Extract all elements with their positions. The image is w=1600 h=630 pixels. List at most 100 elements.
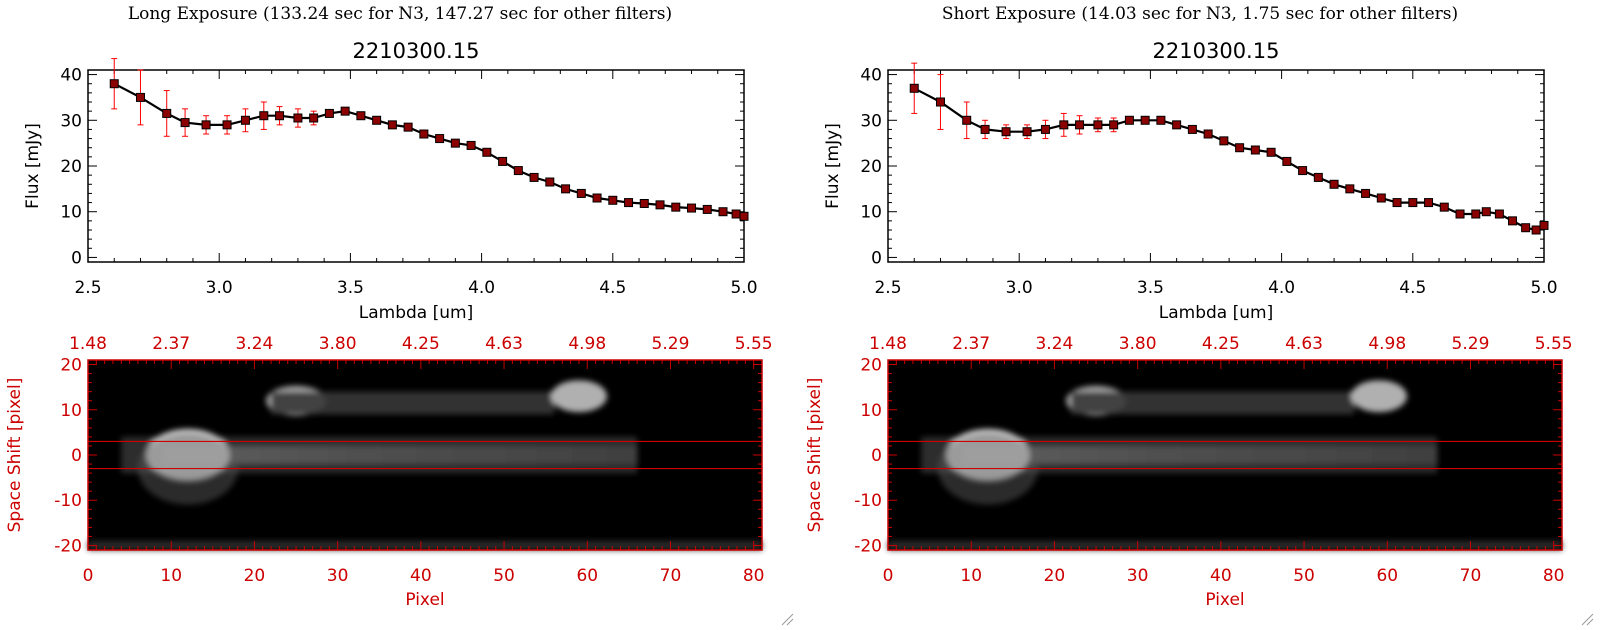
x-tick-label: 3.0: [206, 278, 233, 298]
wavelength-tick-label: 4.63: [1285, 334, 1323, 354]
data-point: [135, 92, 145, 102]
pixel-tick-label: 0: [883, 566, 894, 586]
plot-frame: [87, 69, 745, 263]
pixel-tick-label: 0: [83, 566, 94, 586]
shift-tick-label: 0: [71, 446, 82, 466]
pixel-tick-label: 50: [1293, 566, 1315, 586]
y-tick-label: 0: [871, 248, 882, 268]
wavelength-tick-label: 4.98: [568, 334, 606, 354]
data-point: [1424, 198, 1434, 208]
wavelength-tick-label: 4.63: [485, 334, 523, 354]
shift-tick-label: -10: [54, 491, 82, 511]
pixel-tick-label: 50: [493, 566, 515, 586]
bottom-edge-noise: [88, 540, 762, 550]
data-point: [1298, 166, 1308, 176]
data-point: [356, 111, 366, 121]
x-axis-label: Lambda [um]: [1159, 303, 1273, 323]
data-point: [576, 188, 586, 198]
y-tick-label: 0: [71, 248, 82, 268]
data-point: [1408, 198, 1418, 208]
y-axis-label: Flux [mJy]: [823, 123, 843, 209]
data-point: [1361, 188, 1371, 198]
x-tick-label: 4.0: [1268, 278, 1295, 298]
chart-title: 2210300.15: [353, 39, 480, 63]
x-tick-label: 4.5: [599, 278, 626, 298]
data-point: [482, 147, 492, 157]
pixel-tick-label: 20: [244, 566, 266, 586]
data-point: [909, 83, 919, 93]
data-point: [259, 111, 269, 121]
data-point: [980, 124, 990, 134]
wavelength-tick-label: 5.55: [735, 334, 773, 354]
pixel-tick-label: 80: [743, 566, 765, 586]
data-point: [608, 195, 618, 205]
data-point: [1508, 216, 1518, 226]
data-point: [592, 193, 602, 203]
pixel-tick-label: 30: [327, 566, 349, 586]
data-point: [162, 108, 172, 118]
shift-tick-label: -20: [54, 536, 82, 556]
y-tick-label: 10: [860, 203, 882, 223]
data-point: [1539, 220, 1549, 230]
x-axis-label: Lambda [um]: [359, 303, 473, 323]
data-point: [275, 111, 285, 121]
chart-svg: 2210300.15 2.5 3.0 3.5 4.0 4.5 5.0 0 10 20 30 40 Lam…: [805, 39, 1573, 610]
wavelength-tick-label: 1.48: [869, 334, 907, 354]
data-point: [1329, 179, 1339, 189]
data-point: [671, 202, 681, 212]
data-point: [240, 115, 250, 125]
wavelength-tick-label: 4.25: [402, 334, 440, 354]
pixel-tick-label: 30: [1127, 566, 1149, 586]
data-point: [435, 134, 445, 144]
pixel-tick-label: 40: [410, 566, 432, 586]
y-tick-label: 40: [860, 66, 882, 86]
resize-grip-icon[interactable]: [780, 612, 794, 626]
data-point: [1250, 145, 1260, 155]
wavelength-tick-label: 3.24: [235, 334, 273, 354]
wavelength-tick-label: 2.37: [152, 334, 190, 354]
data-point: [498, 156, 508, 166]
pixel-tick-label: 70: [660, 566, 682, 586]
wavelength-tick-label: 3.80: [1119, 334, 1157, 354]
upper-trace: [1071, 391, 1354, 415]
pixel-tick-label: 60: [576, 566, 598, 586]
exposure-title: Long Exposure (133.24 sec for N3, 147.27…: [127, 4, 673, 24]
data-point: [1313, 172, 1323, 182]
data-point: [1345, 184, 1355, 194]
wavelength-tick-label: 2.37: [952, 334, 990, 354]
x-tick-label: 4.5: [1399, 278, 1426, 298]
y-tick-label: 20: [60, 157, 82, 177]
data-point: [1093, 120, 1103, 130]
data-point: [739, 211, 749, 221]
shift-axis-label: Space Shift [pixel]: [805, 378, 825, 533]
resize-grip-icon[interactable]: [1580, 612, 1594, 626]
wavelength-tick-label: 4.25: [1202, 334, 1240, 354]
data-point: [1235, 143, 1245, 153]
data-point: [403, 122, 413, 132]
data-point: [529, 172, 539, 182]
data-point: [731, 209, 741, 219]
pixel-tick-label: 10: [960, 566, 982, 586]
data-point: [1219, 136, 1229, 146]
data-point: [1124, 115, 1134, 125]
source-blob-right: [1350, 380, 1407, 413]
x-tick-label: 5.0: [730, 278, 757, 298]
data-point: [935, 97, 945, 107]
panel-long-exposure: Long Exposure (133.24 sec for N3, 147.27…: [5, 4, 794, 626]
shift-tick-label: 10: [860, 401, 882, 421]
wavelength-tick-label: 4.98: [1368, 334, 1406, 354]
shift-tick-label: 20: [60, 356, 82, 376]
data-point: [466, 140, 476, 150]
wavelength-tick-label: 3.80: [319, 334, 357, 354]
data-point: [222, 120, 232, 130]
chart-svg: 2210300.15 2.5 3.0 3.5 4.0 4.5 5.0 0 10 20 30 40 Lam…: [5, 39, 773, 610]
data-point: [655, 200, 665, 210]
shift-tick-label: 10: [60, 401, 82, 421]
wavelength-tick-label: 5.29: [652, 334, 690, 354]
data-point: [340, 106, 350, 116]
data-point: [1392, 198, 1402, 208]
data-point: [450, 138, 460, 148]
data-point: [1531, 225, 1541, 235]
pixel-tick-label: 10: [160, 566, 182, 586]
x-tick-label: 5.0: [1530, 278, 1557, 298]
